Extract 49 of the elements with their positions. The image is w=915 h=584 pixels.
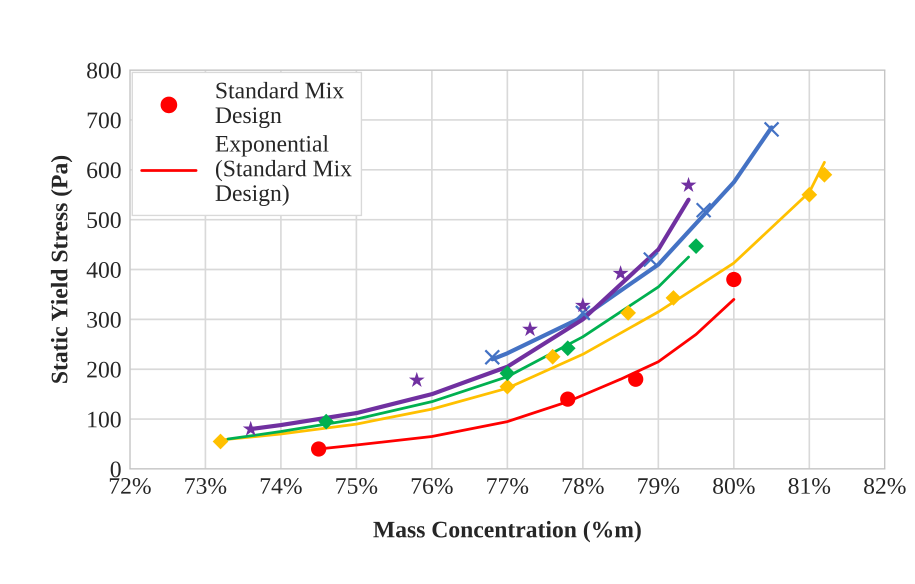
point	[212, 434, 228, 450]
point	[560, 340, 576, 356]
point	[816, 166, 832, 183]
point	[311, 441, 326, 457]
point	[801, 186, 818, 203]
y-tick-label: 300	[87, 312, 121, 328]
x-tick-label: 79%	[638, 478, 680, 494]
legend-label: Exponential (Standard Mix Design)	[216, 135, 352, 206]
point	[484, 349, 500, 366]
x-axis-title: Mass Concentration (%m)	[373, 520, 641, 542]
y-tick-label: 600	[87, 162, 121, 178]
point	[726, 272, 742, 288]
x-tick-label: 72%	[110, 478, 151, 494]
point	[764, 121, 780, 138]
x-tick-label: 76%	[412, 478, 453, 494]
point	[680, 176, 696, 192]
x-tick-label: 77%	[487, 478, 528, 494]
point	[318, 414, 334, 430]
point	[500, 378, 516, 395]
y-tick-label: 500	[88, 212, 121, 228]
x-tick-label: 81%	[788, 478, 830, 494]
y-tick-label: 400	[86, 262, 121, 278]
point	[408, 372, 425, 387]
point	[544, 348, 561, 365]
x-tick-label: 78%	[562, 478, 604, 494]
x-tick-label: 75%	[336, 478, 378, 494]
point	[628, 372, 644, 387]
point	[522, 321, 538, 336]
point	[666, 290, 682, 306]
x-tick-label: 73%	[185, 478, 226, 494]
y-tick-label: 800	[87, 62, 121, 79]
point	[500, 365, 516, 382]
point	[574, 297, 591, 312]
point	[696, 202, 712, 218]
point	[560, 392, 576, 407]
y-axis-title: Static Yield Stress (Pa)	[50, 156, 72, 383]
point	[574, 304, 591, 321]
x-tick-label: 74%	[260, 478, 302, 494]
point	[688, 238, 704, 254]
point	[642, 251, 659, 268]
y-tick-label: 200	[87, 362, 121, 378]
y-tick-label: 700	[88, 112, 121, 128]
point	[612, 265, 629, 280]
y-tick-label: 100	[88, 412, 121, 428]
point	[620, 305, 636, 321]
legend-label: Standard Mix Design	[216, 82, 344, 128]
x-tick-label: 82%	[864, 478, 906, 494]
y-tick-label: 0	[110, 461, 121, 478]
x-tick-label: 80%	[713, 478, 755, 494]
